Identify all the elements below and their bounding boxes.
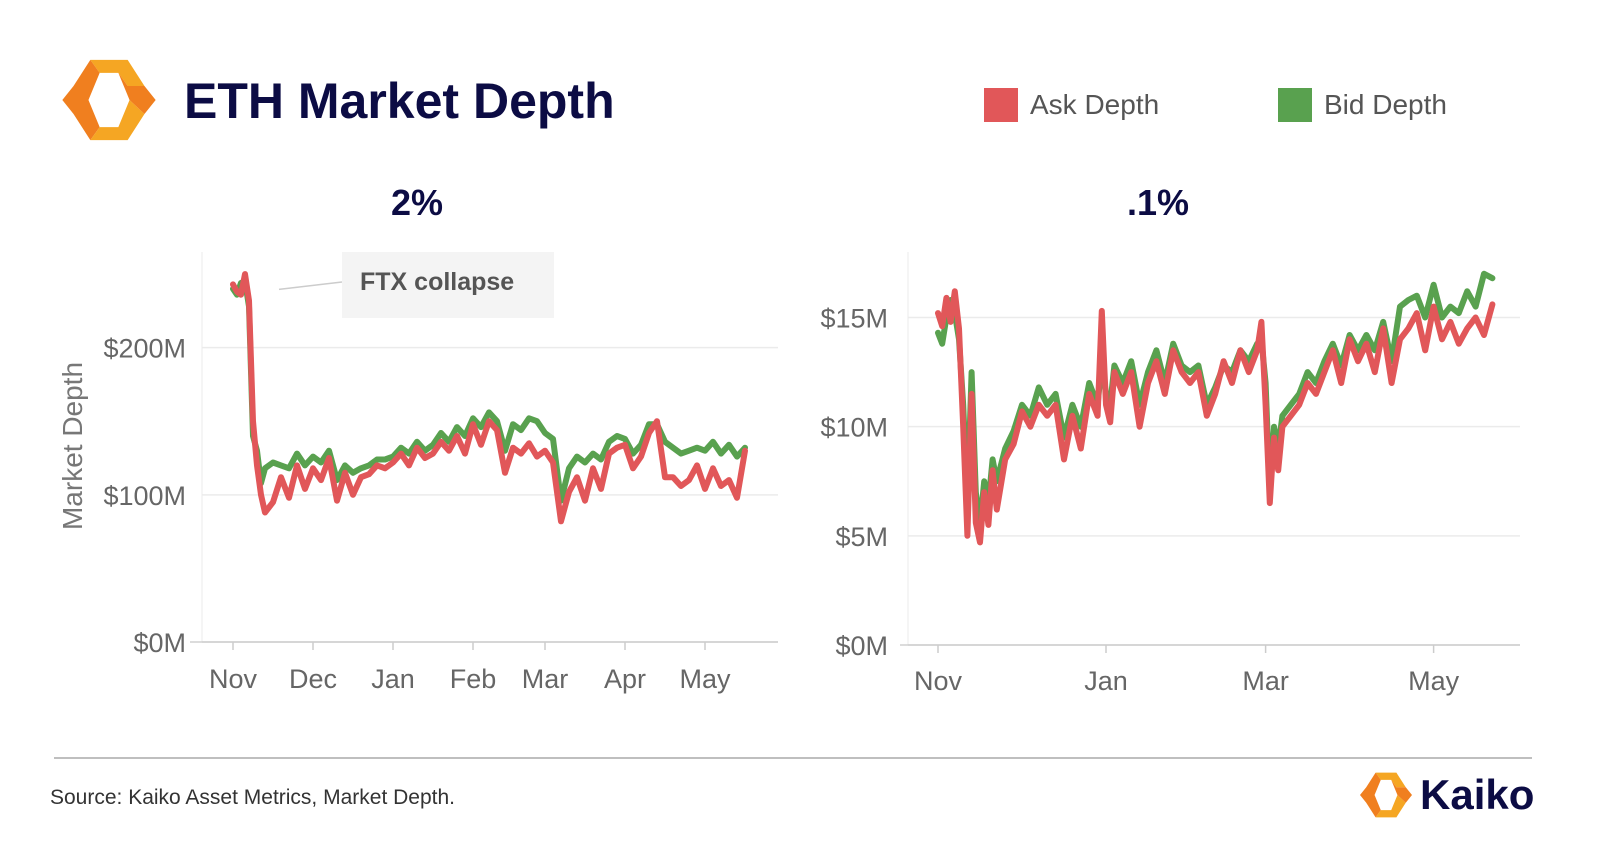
x-tick-label: Dec xyxy=(289,664,337,694)
x-tick-label: Jan xyxy=(1084,666,1128,696)
x-tick-label: May xyxy=(679,664,731,694)
y-tick-label: $0M xyxy=(835,631,888,661)
legend-item-bid-depth: Bid Depth xyxy=(1278,88,1447,122)
chart-title: 2% xyxy=(391,182,443,223)
y-axis-label: Market Depth xyxy=(57,362,88,530)
kaiko-logo-icon xyxy=(62,59,156,141)
legend-item-ask-depth: Ask Depth xyxy=(984,88,1159,122)
brand-name: Kaiko xyxy=(1420,771,1535,818)
annotation-box xyxy=(342,252,554,318)
chart-0-1-percent: .1% $0M $5M $10M $15M Nov Jan Mar May xyxy=(820,182,1520,696)
x-tick-label: Mar xyxy=(1242,666,1289,696)
chart-2-percent: 2% Market Depth $0M $100M $200M Nov Dec Jan Fe… xyxy=(57,182,778,694)
series-line-ask-depth xyxy=(935,288,1496,546)
x-tick-label: Nov xyxy=(914,666,963,696)
legend-label-bid-depth: Bid Depth xyxy=(1324,89,1447,120)
page-title: ETH Market Depth xyxy=(184,73,615,129)
ask-depth-swatch xyxy=(984,88,1018,122)
y-tick-label: $0M xyxy=(133,628,186,658)
legend-label-ask-depth: Ask Depth xyxy=(1030,89,1160,120)
chart-title: .1% xyxy=(1127,182,1189,223)
annotation-leader-line xyxy=(278,281,343,291)
series-line-bid-depth xyxy=(935,270,1496,528)
x-tick-label: Feb xyxy=(450,664,497,694)
bid-depth-swatch xyxy=(1278,88,1312,122)
x-tick-label: May xyxy=(1408,666,1460,696)
annotation-label: FTX collapse xyxy=(360,268,514,296)
kaiko-brand-icon xyxy=(1360,772,1412,818)
y-tick-label: $100M xyxy=(103,481,186,511)
x-tick-label: Nov xyxy=(209,664,258,694)
y-tick-label: $200M xyxy=(103,334,186,364)
y-tick-label: $15M xyxy=(820,304,888,334)
y-tick-label: $5M xyxy=(835,522,888,552)
x-tick-label: Mar xyxy=(522,664,569,694)
footer-divider xyxy=(54,757,1532,759)
x-tick-label: Jan xyxy=(371,664,415,694)
source-note: Source: Kaiko Asset Metrics, Market Dept… xyxy=(50,786,455,809)
y-tick-label: $10M xyxy=(820,413,888,443)
brand: Kaiko xyxy=(1360,770,1534,820)
x-tick-label: Apr xyxy=(604,664,646,694)
series-line-ask-depth xyxy=(230,271,748,525)
